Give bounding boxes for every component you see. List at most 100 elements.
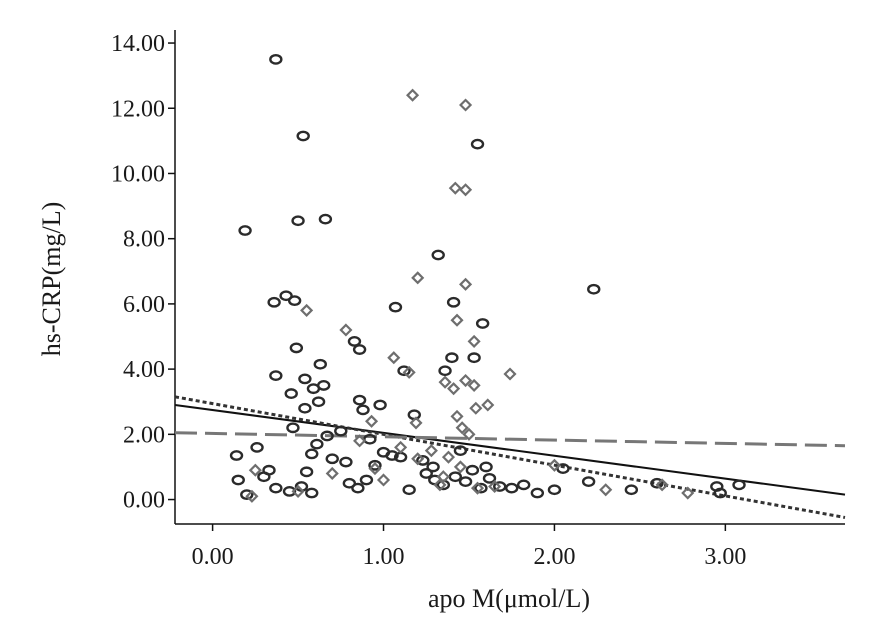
circle-point [475, 318, 490, 329]
y-tick-label: 12.00 [111, 96, 165, 122]
circle-point [240, 489, 254, 501]
circle-point [407, 409, 421, 421]
circle-point [474, 482, 488, 494]
circle-point [284, 388, 298, 399]
solid-fit-line [174, 403, 846, 496]
circle-point [267, 296, 281, 308]
circle-point [547, 484, 562, 496]
circle-point [453, 445, 468, 457]
y-tick-label: 8.00 [123, 227, 165, 253]
circle-point [416, 455, 430, 466]
y-tick-label: 2.00 [123, 422, 165, 448]
circle-point [351, 482, 365, 494]
diamond-point [448, 181, 462, 195]
circle-point [299, 466, 314, 478]
circle-point [359, 474, 374, 486]
diamond-point [325, 466, 339, 481]
diamond-point [459, 183, 473, 197]
circle-point [448, 471, 463, 483]
circle-point [282, 485, 297, 497]
circle-point [431, 249, 445, 261]
diamond-point [438, 375, 452, 389]
circle-point [581, 476, 596, 488]
diamond-point [455, 421, 469, 435]
circle-point [713, 487, 727, 499]
circle-point [438, 365, 452, 377]
diamond-point [387, 351, 401, 365]
circle-point [289, 342, 304, 354]
diamond-point [376, 473, 391, 487]
diamond-point [411, 452, 425, 466]
circle-point [306, 383, 321, 395]
diamond-point [339, 323, 353, 337]
circle-point [356, 404, 370, 416]
circle-point [339, 456, 353, 468]
circle-point [624, 484, 639, 496]
diamond-point [433, 478, 447, 492]
diamond-point [411, 271, 425, 285]
circle-point [587, 283, 601, 295]
circle-point [388, 301, 403, 313]
dotted-fit-line [174, 395, 846, 519]
diamond-point [424, 444, 438, 458]
y-tick-label: 0.00 [123, 488, 165, 514]
diamond-point [655, 478, 669, 492]
circle-point [318, 213, 333, 225]
circle-point [325, 453, 339, 465]
diamond-point [447, 382, 461, 396]
circle-point [446, 296, 461, 308]
diamond-point [488, 479, 502, 494]
circle-point [419, 468, 433, 479]
circle-point [231, 474, 245, 486]
diamond-point [469, 401, 483, 415]
circle-point [505, 482, 519, 494]
diamond-point [245, 489, 259, 503]
diamond-point [406, 88, 420, 102]
diamond-point [365, 414, 379, 428]
circle-point [397, 365, 411, 377]
axes [174, 30, 845, 525]
diamond-point [291, 484, 305, 498]
circle-point [342, 477, 357, 489]
diamond-point [503, 367, 517, 381]
diamond-point [470, 481, 485, 495]
diamond-point [599, 483, 613, 497]
circle-point [482, 472, 497, 484]
diamond-point [459, 373, 473, 388]
diamond-point [450, 409, 464, 423]
circle-point [445, 352, 459, 364]
circle-point [650, 477, 664, 489]
circle-point [493, 481, 507, 492]
y-tick-label: 14.00 [111, 31, 165, 57]
circle-point [352, 394, 367, 406]
dashed-fit-line [174, 431, 846, 448]
diamond-point [459, 98, 473, 112]
circle-point [298, 402, 312, 414]
diamond-point [436, 470, 450, 484]
circle-point [296, 130, 310, 142]
x-axis-title: apo M(μmol/L) [428, 584, 590, 613]
circle-point [470, 138, 485, 150]
circle-point [334, 425, 348, 437]
circle-point [310, 438, 324, 450]
diamond-point [681, 486, 695, 500]
diamond-point [467, 334, 481, 348]
circle-point [311, 396, 326, 408]
diamond-point [300, 303, 314, 317]
diamond-point [402, 365, 416, 379]
x-tick-label: 1.00 [363, 544, 405, 570]
circle-point [530, 487, 545, 499]
circle-point [320, 430, 334, 442]
diamond-point [467, 378, 481, 392]
diamond-point [459, 277, 473, 291]
circle-point [385, 450, 399, 461]
y-axis-title: hs-CRP(mg/L) [37, 202, 66, 357]
circle-point [458, 476, 473, 488]
diamond-point [450, 313, 464, 327]
x-tick-label: 3.00 [704, 544, 746, 570]
circle-point [257, 471, 271, 483]
data-points [229, 53, 746, 503]
circle-point [516, 479, 531, 491]
circle-point [238, 225, 252, 236]
